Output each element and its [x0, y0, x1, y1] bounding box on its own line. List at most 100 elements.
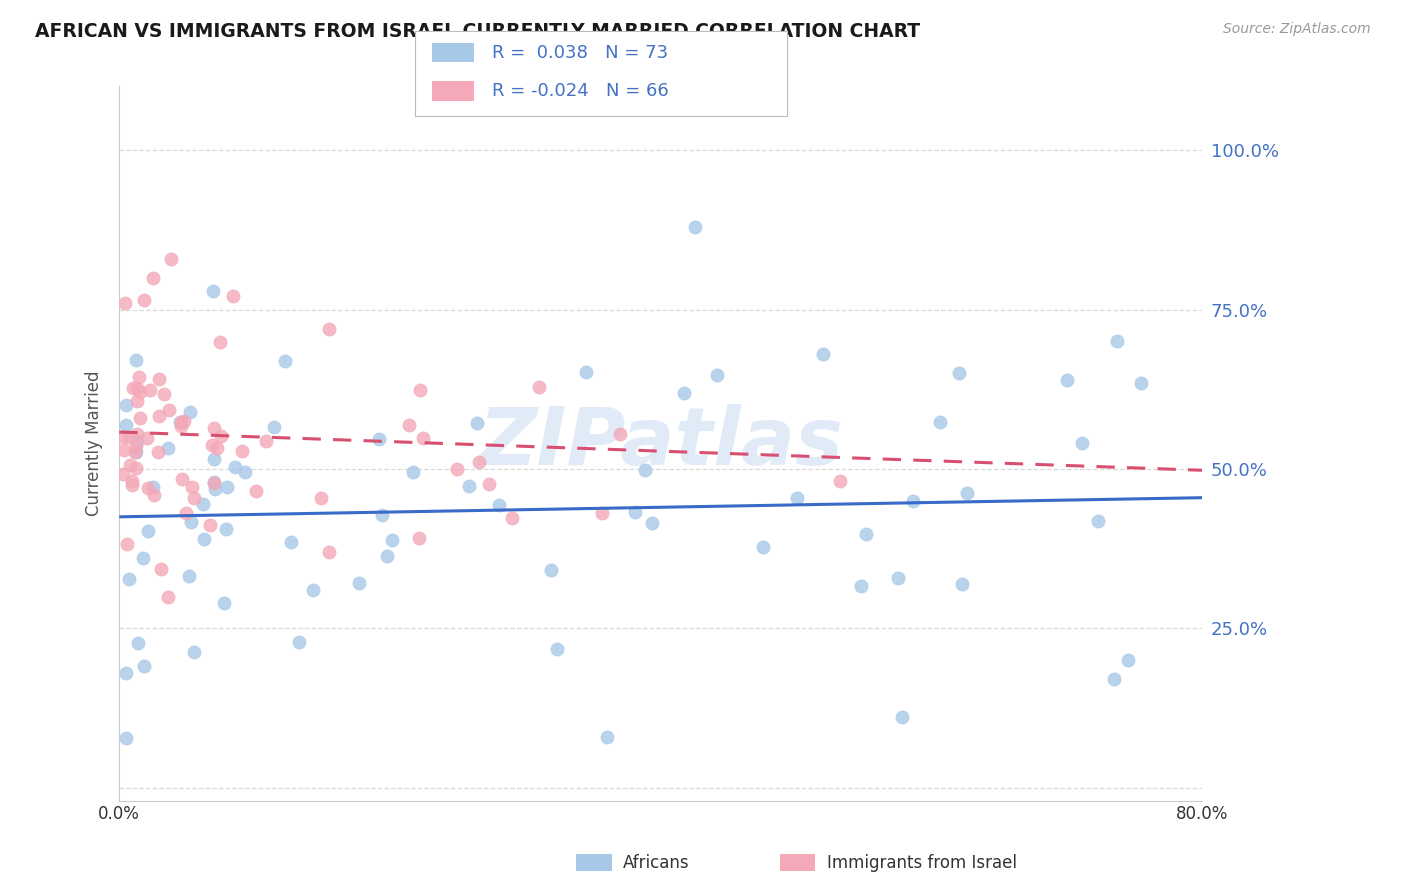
Point: [214, 595, 236, 609]
Point: [121, 474, 143, 488]
Point: [138, 524, 160, 538]
Point: [124, 444, 146, 458]
Point: [135, 431, 157, 445]
Point: [115, 537, 138, 551]
Point: [575, 366, 598, 380]
Point: [254, 434, 277, 448]
Point: [120, 458, 142, 472]
Point: [121, 477, 143, 491]
Point: [465, 416, 488, 430]
Point: [408, 531, 430, 545]
Point: [124, 461, 146, 475]
Point: [347, 576, 370, 591]
Point: [375, 549, 398, 564]
Point: [233, 465, 256, 479]
Point: [318, 321, 340, 335]
Point: [112, 467, 135, 482]
Point: [202, 475, 225, 489]
Point: [128, 370, 150, 384]
Point: [928, 415, 950, 429]
Point: [886, 571, 908, 585]
Y-axis label: Currently Married: Currently Married: [86, 371, 103, 516]
Text: ZIPatlas: ZIPatlas: [478, 404, 844, 483]
Point: [1130, 376, 1153, 390]
Point: [173, 414, 195, 428]
Point: [948, 367, 970, 381]
Point: [134, 293, 156, 307]
Point: [891, 710, 914, 724]
Point: [1116, 653, 1139, 667]
Point: [179, 405, 201, 419]
Point: [527, 380, 550, 394]
Point: [468, 455, 491, 469]
Point: [169, 415, 191, 429]
Point: [179, 569, 201, 583]
Point: [169, 419, 191, 434]
Point: [138, 383, 160, 397]
Point: [849, 579, 872, 593]
Point: [132, 659, 155, 673]
Point: [214, 522, 236, 536]
Point: [488, 498, 510, 512]
Point: [209, 429, 232, 443]
Point: [202, 284, 225, 298]
Point: [193, 532, 215, 546]
Point: [142, 480, 165, 494]
Point: [201, 438, 224, 452]
Point: [371, 508, 394, 523]
Point: [112, 442, 135, 457]
Point: [224, 460, 246, 475]
Point: [478, 476, 501, 491]
Point: [402, 465, 425, 479]
Point: [202, 421, 225, 435]
Point: [274, 353, 297, 368]
Point: [367, 432, 389, 446]
Point: [115, 665, 138, 680]
Point: [128, 385, 150, 400]
Point: [115, 417, 138, 432]
Point: [624, 506, 647, 520]
Point: [149, 562, 172, 576]
Point: [901, 493, 924, 508]
Point: [202, 452, 225, 467]
Point: [129, 411, 152, 425]
Point: [222, 288, 245, 302]
Point: [132, 551, 155, 566]
Text: Africans: Africans: [623, 854, 689, 871]
Point: [591, 506, 613, 520]
Point: [540, 563, 562, 577]
Point: [112, 430, 135, 444]
Point: [752, 540, 775, 554]
Point: [231, 443, 253, 458]
Point: [641, 516, 664, 530]
Point: [673, 386, 696, 401]
Point: [950, 577, 973, 591]
Point: [609, 426, 631, 441]
Point: [183, 491, 205, 505]
Point: [204, 482, 226, 496]
Point: [142, 270, 165, 285]
Point: [828, 474, 851, 488]
Point: [125, 427, 148, 442]
Point: [1102, 673, 1125, 687]
Point: [302, 582, 325, 597]
Point: [409, 384, 432, 398]
Point: [1056, 373, 1078, 387]
Point: [595, 730, 617, 744]
Point: [458, 479, 481, 493]
Point: [955, 486, 977, 500]
Point: [208, 335, 231, 350]
Point: [855, 527, 877, 541]
Point: [115, 398, 138, 412]
Point: [501, 510, 523, 524]
Point: [170, 472, 193, 486]
Point: [309, 491, 332, 505]
Point: [125, 439, 148, 453]
Point: [125, 445, 148, 459]
Point: [398, 417, 420, 432]
Point: [159, 252, 181, 266]
Point: [125, 434, 148, 448]
Point: [114, 295, 136, 310]
Point: [205, 441, 228, 455]
Point: [136, 481, 159, 495]
